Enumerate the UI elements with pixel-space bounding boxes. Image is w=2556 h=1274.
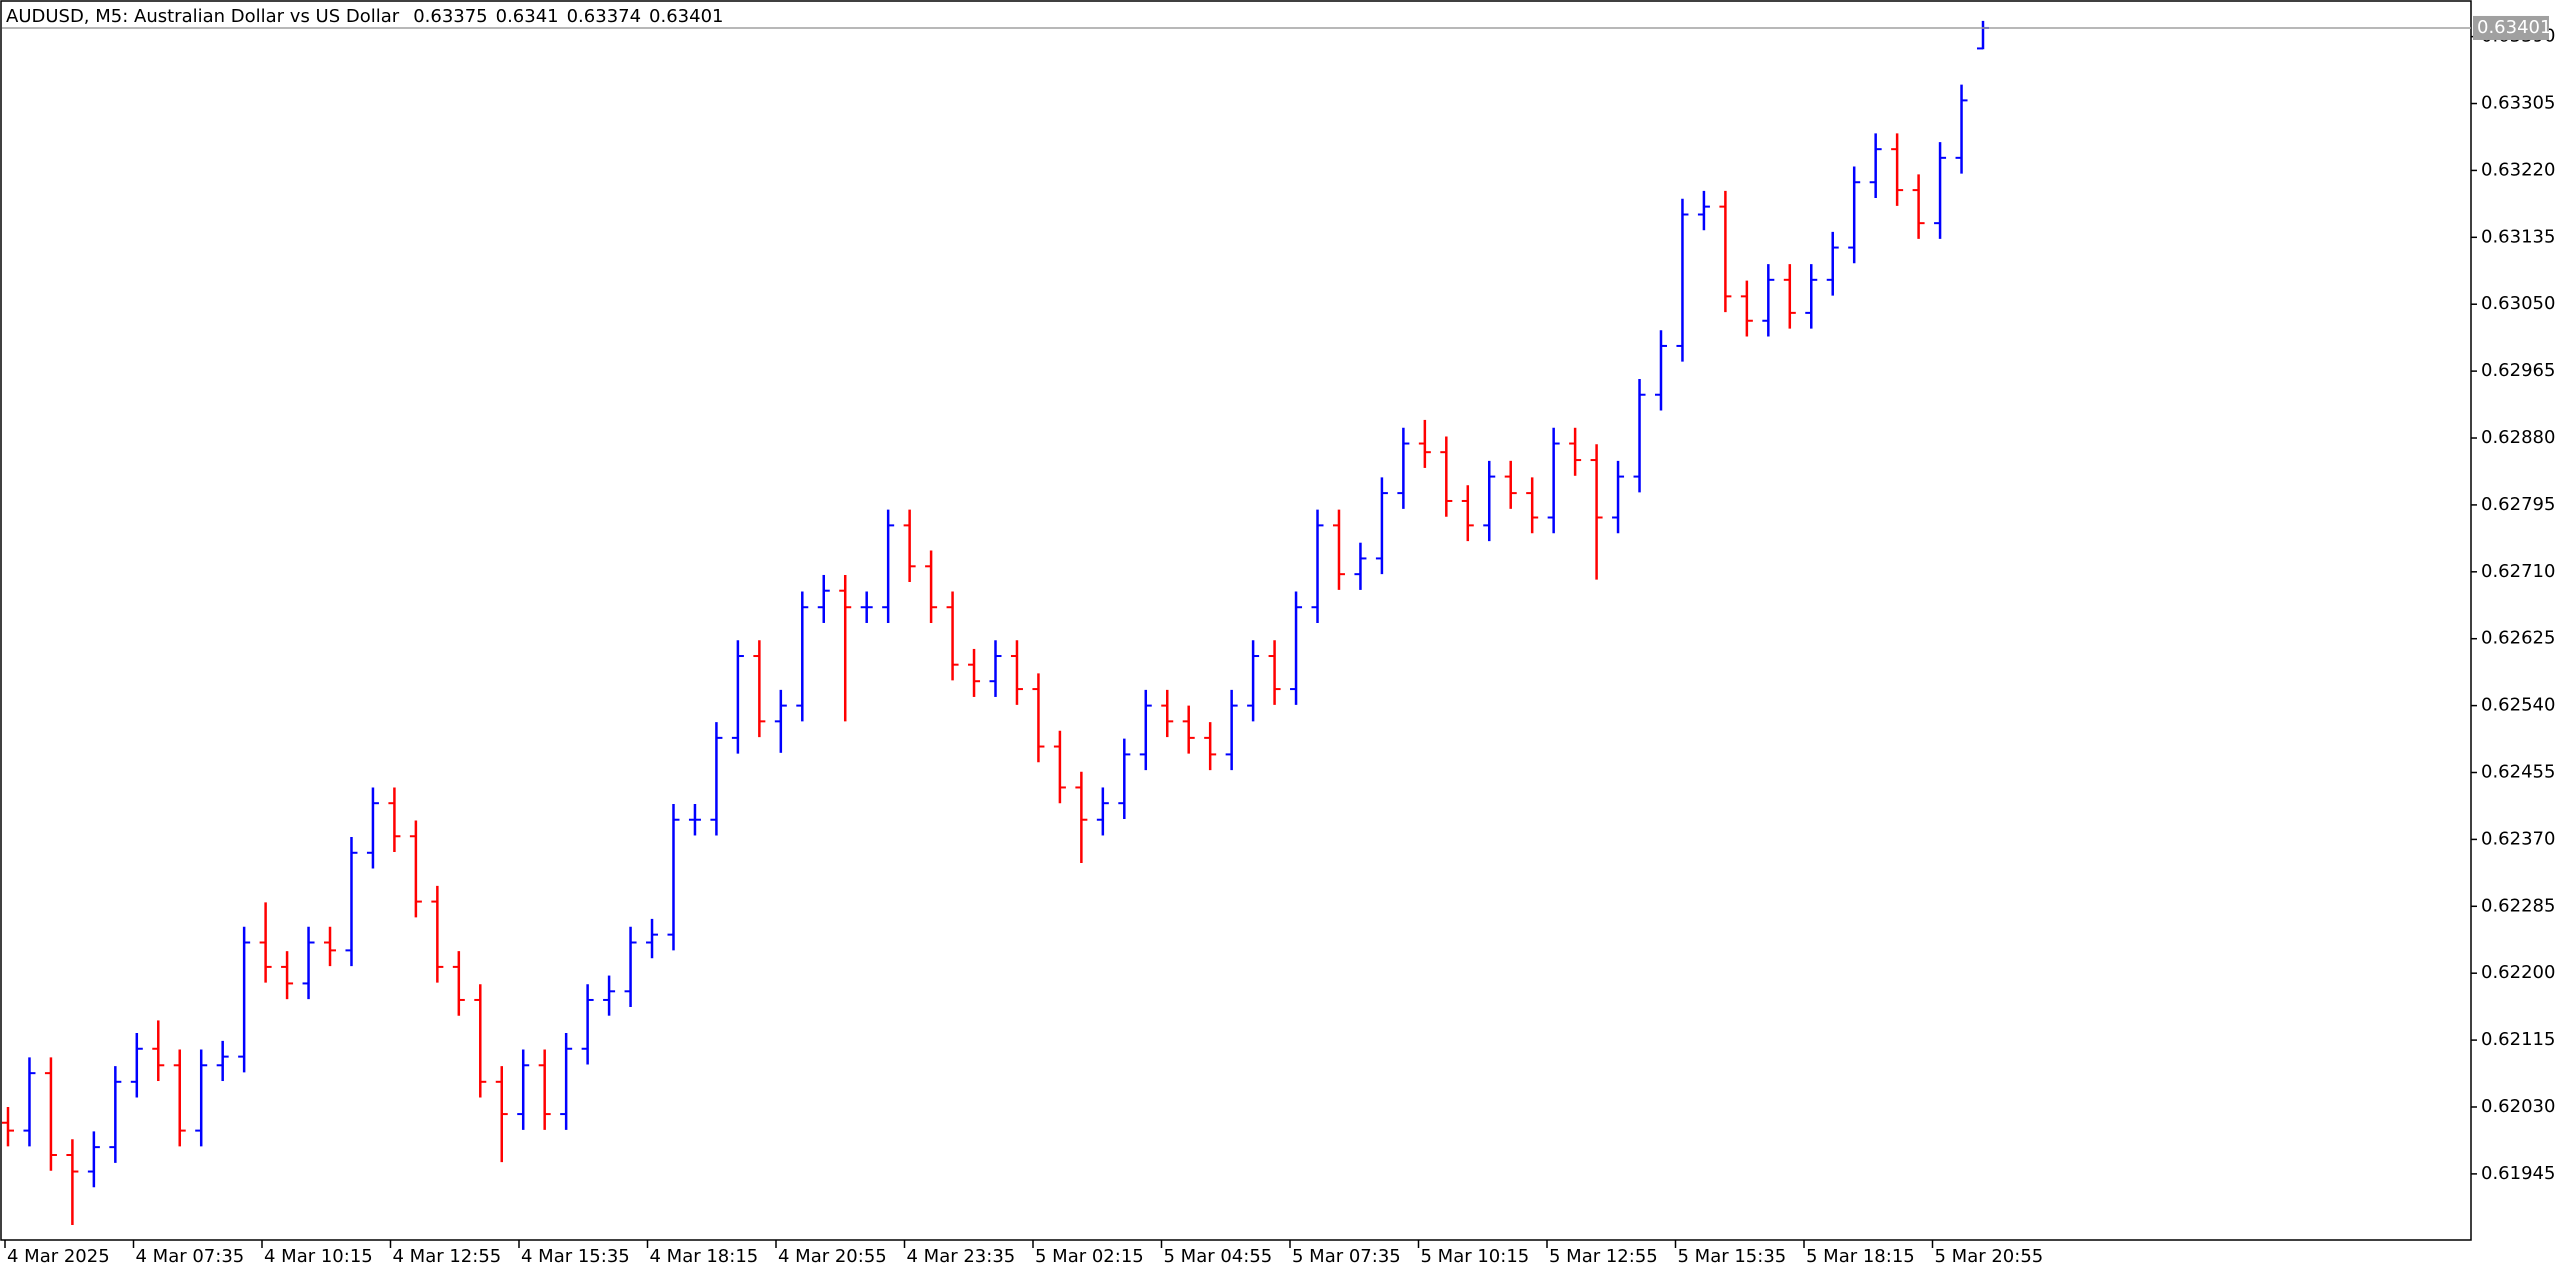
y-tick-label: 0.62965 <box>2481 360 2555 381</box>
title-open: 0.63375 <box>413 6 487 27</box>
x-tick-label: 4 Mar 10:15 <box>264 1246 373 1267</box>
y-tick-label: 0.62455 <box>2481 762 2555 783</box>
y-tick-label: 0.62030 <box>2481 1096 2555 1117</box>
y-tick-label: 0.63135 <box>2481 226 2555 247</box>
x-tick-label: 5 Mar 02:15 <box>1035 1246 1144 1267</box>
x-tick-label: 5 Mar 20:55 <box>1935 1246 2044 1267</box>
x-tick-label: 5 Mar 15:35 <box>1678 1246 1787 1267</box>
y-tick-label: 0.62880 <box>2481 427 2555 448</box>
y-tick-label: 0.63050 <box>2481 293 2555 314</box>
x-tick-label: 4 Mar 18:15 <box>650 1246 759 1267</box>
x-tick-label: 4 Mar 2025 <box>7 1246 110 1267</box>
x-tick-label: 4 Mar 20:55 <box>778 1246 887 1267</box>
x-tick-label: 4 Mar 12:55 <box>393 1246 502 1267</box>
price-label: 0.63401 <box>2477 17 2551 38</box>
x-tick-label: 5 Mar 18:15 <box>1806 1246 1915 1267</box>
title-low: 0.63374 <box>567 6 641 27</box>
plot-frame <box>0 0 2472 1241</box>
title-close: 0.63401 <box>649 6 723 27</box>
y-tick-label: 0.62625 <box>2481 628 2555 649</box>
y-tick-label: 0.62200 <box>2481 962 2555 983</box>
y-tick-label: 0.63305 <box>2481 93 2555 114</box>
y-tick-label: 0.62795 <box>2481 494 2555 515</box>
x-tick-label: 4 Mar 23:35 <box>907 1246 1016 1267</box>
x-tick-label: 5 Mar 07:35 <box>1292 1246 1401 1267</box>
x-tick-label: 4 Mar 15:35 <box>521 1246 630 1267</box>
y-tick-label: 0.62710 <box>2481 561 2555 582</box>
x-tick-label: 5 Mar 10:15 <box>1421 1246 1530 1267</box>
title-high: 0.6341 <box>496 6 559 27</box>
x-tick-label: 5 Mar 04:55 <box>1164 1246 1273 1267</box>
price-label-box <box>2473 15 2549 40</box>
y-tick-label: 0.62115 <box>2481 1029 2555 1050</box>
y-tick-label: 0.61945 <box>2481 1163 2555 1184</box>
chart-title: AUDUSD, M5: Australian Dollar vs US Doll… <box>6 6 400 27</box>
y-tick-label: 0.62285 <box>2481 895 2555 916</box>
y-tick-label: 0.62370 <box>2481 828 2555 849</box>
x-tick-label: 4 Mar 07:35 <box>136 1246 245 1267</box>
y-tick-label: 0.63220 <box>2481 159 2555 180</box>
x-tick-label: 5 Mar 12:55 <box>1549 1246 1658 1267</box>
y-tick-label: 0.62540 <box>2481 695 2555 716</box>
